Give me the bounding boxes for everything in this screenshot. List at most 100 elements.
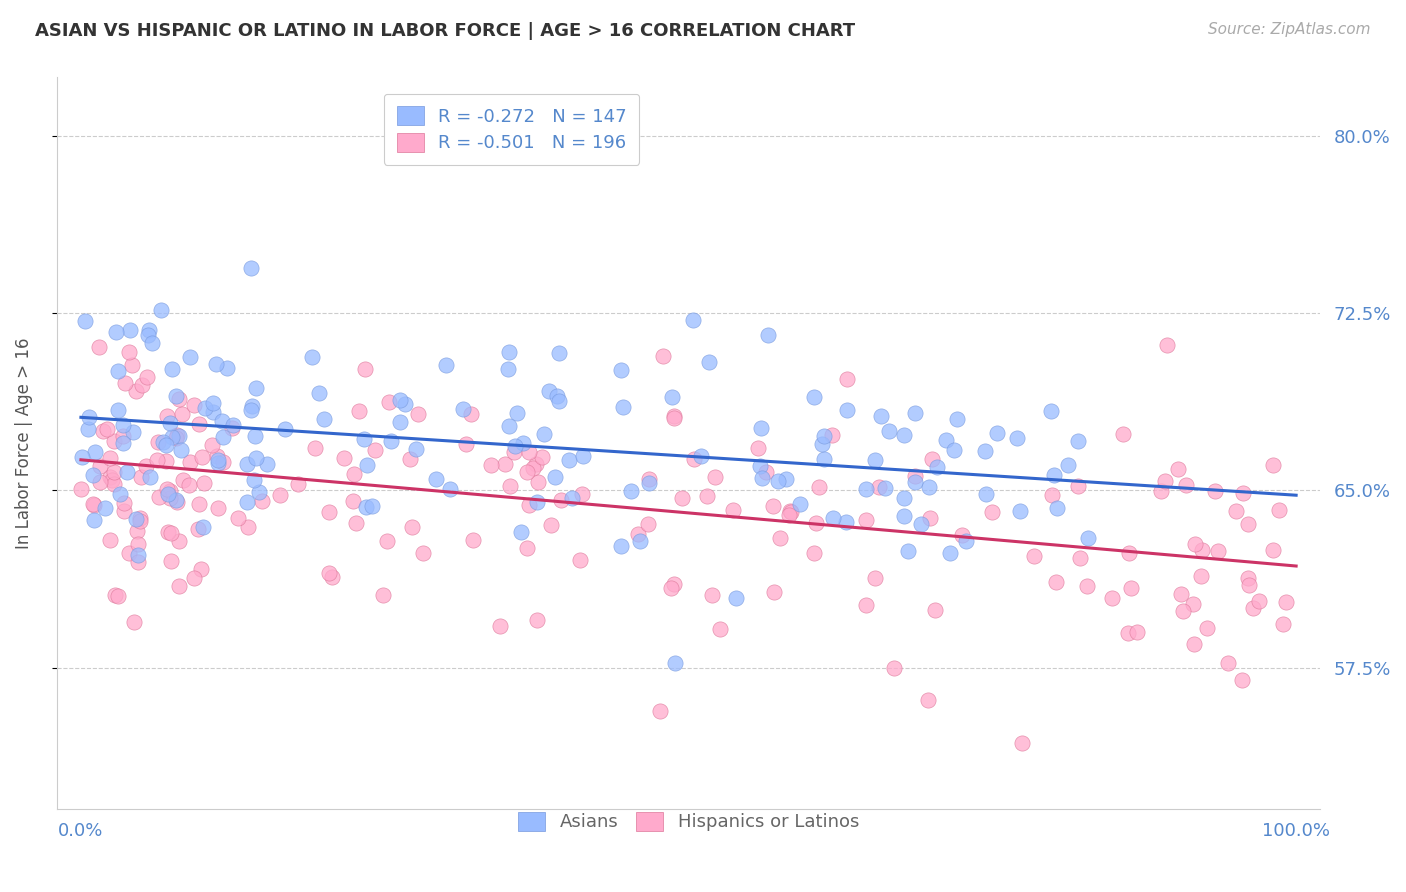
Point	[83, 498, 105, 512]
Point	[212, 455, 235, 469]
Point	[1247, 594, 1270, 608]
Text: Source: ZipAtlas.com: Source: ZipAtlas.com	[1208, 22, 1371, 37]
Point	[141, 336, 163, 351]
Point	[1045, 574, 1067, 589]
Point	[152, 434, 174, 449]
Point	[201, 438, 224, 452]
Point	[149, 302, 172, 317]
Point	[321, 570, 343, 584]
Point	[498, 479, 520, 493]
Point	[425, 473, 447, 487]
Point	[250, 494, 273, 508]
Point	[107, 403, 129, 417]
Point	[405, 442, 427, 457]
Point	[526, 495, 548, 509]
Point	[104, 325, 127, 339]
Point	[976, 487, 998, 501]
Point	[127, 548, 149, 562]
Point	[925, 459, 948, 474]
Point	[1119, 581, 1142, 595]
Point	[360, 500, 382, 514]
Point	[974, 443, 997, 458]
Point	[364, 442, 387, 457]
Point	[1069, 551, 1091, 566]
Point	[236, 520, 259, 534]
Point	[496, 361, 519, 376]
Point	[789, 497, 811, 511]
Point	[571, 487, 593, 501]
Point	[434, 358, 457, 372]
Point	[354, 362, 377, 376]
Point	[955, 534, 977, 549]
Point	[689, 449, 711, 463]
Point	[751, 471, 773, 485]
Point	[1040, 488, 1063, 502]
Point	[837, 403, 859, 417]
Point	[813, 429, 835, 443]
Point	[112, 504, 135, 518]
Point	[1208, 544, 1230, 558]
Point	[479, 458, 502, 473]
Point	[662, 409, 685, 423]
Point	[83, 444, 105, 458]
Point	[1182, 637, 1205, 651]
Point	[548, 346, 571, 360]
Point	[904, 406, 927, 420]
Point	[1237, 578, 1260, 592]
Point	[354, 500, 377, 514]
Point	[671, 491, 693, 506]
Point	[162, 361, 184, 376]
Point	[239, 261, 262, 276]
Point	[375, 534, 398, 549]
Point	[1101, 591, 1123, 606]
Point	[1066, 434, 1088, 449]
Point	[125, 512, 148, 526]
Point	[159, 416, 181, 430]
Point	[318, 566, 340, 581]
Point	[1263, 543, 1285, 558]
Point	[638, 472, 661, 486]
Point	[756, 328, 779, 343]
Point	[1126, 624, 1149, 639]
Point	[571, 449, 593, 463]
Point	[939, 546, 962, 560]
Point	[193, 475, 215, 490]
Point	[835, 372, 858, 386]
Point	[308, 386, 330, 401]
Point	[1174, 477, 1197, 491]
Point	[1005, 431, 1028, 445]
Point	[243, 473, 266, 487]
Point	[697, 355, 720, 369]
Point	[183, 398, 205, 412]
Point	[503, 439, 526, 453]
Point	[103, 434, 125, 449]
Point	[98, 451, 121, 466]
Point	[463, 533, 485, 547]
Point	[1167, 461, 1189, 475]
Point	[460, 407, 482, 421]
Point	[406, 407, 429, 421]
Point	[1237, 571, 1260, 585]
Point	[121, 359, 143, 373]
Point	[1076, 579, 1098, 593]
Point	[155, 438, 177, 452]
Point	[167, 392, 190, 406]
Point	[807, 480, 830, 494]
Point	[127, 537, 149, 551]
Point	[1230, 673, 1253, 687]
Point	[312, 412, 335, 426]
Point	[610, 540, 633, 554]
Point	[918, 480, 941, 494]
Point	[1182, 598, 1205, 612]
Point	[124, 384, 146, 399]
Point	[530, 450, 553, 465]
Point	[651, 349, 673, 363]
Point	[118, 345, 141, 359]
Point	[131, 378, 153, 392]
Point	[122, 615, 145, 629]
Point	[187, 522, 209, 536]
Point	[488, 618, 510, 632]
Point	[333, 451, 356, 466]
Point	[111, 417, 134, 432]
Point	[399, 452, 422, 467]
